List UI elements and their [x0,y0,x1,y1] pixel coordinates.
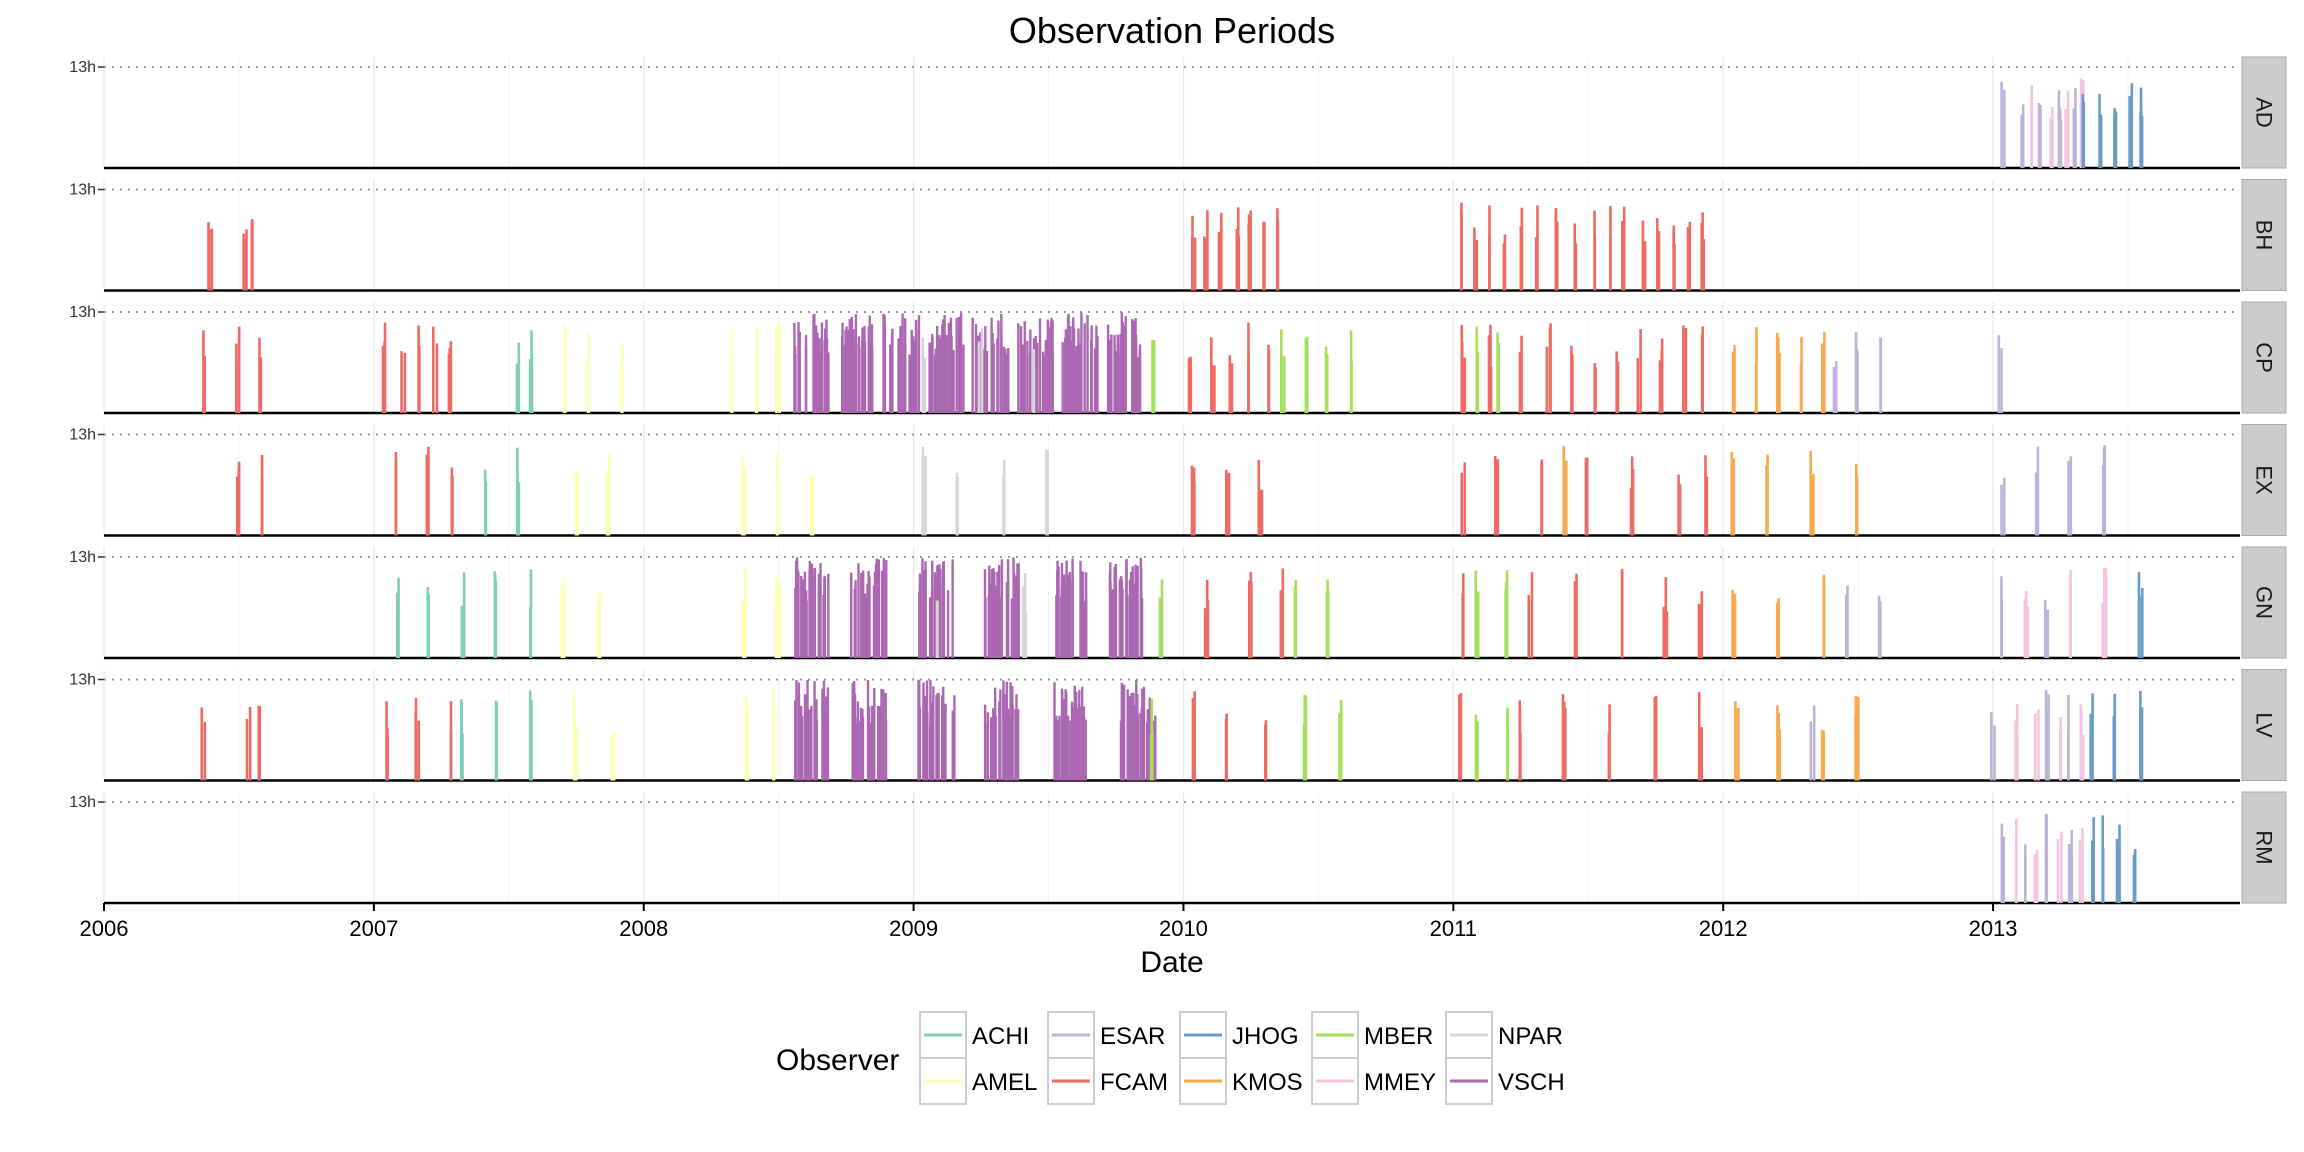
facet-strip-label: LV [2252,712,2277,738]
facet-strip-ad [2241,56,2287,169]
x-tick-label: 2007 [349,916,398,941]
legend-label: VSCH [1498,1069,1565,1096]
observation-bars [200,78,2144,903]
facet-strip-label: CP [2252,342,2277,373]
legend-label: NPAR [1498,1023,1563,1050]
x-tick-label: 2009 [889,916,938,941]
x-tick-label: 2013 [1969,916,2018,941]
facet-strip-label: EX [2252,465,2277,495]
facet-strip-label: BH [2252,220,2277,251]
facet-panel-lv: 13h LV [69,669,2287,782]
y-tick-label: 13h [69,427,96,444]
facet-strip-label: RM [2252,830,2277,864]
facet-strip-label: AD [2252,97,2277,128]
legend-item-amel: AMEL [919,1057,1037,1105]
legend: Observer ACHI AMEL ESAR FCAM JHOG KMOS MBER MMEY… [776,1011,1565,1105]
legend-item-kmos: KMOS [1179,1057,1303,1105]
facet-strip-cp [2241,301,2287,414]
facet-panel-gn: 13h GN [69,546,2287,660]
facet-strip-ex [2241,424,2287,536]
y-tick-label: 13h [69,549,96,566]
x-axis-label: Date [1140,946,1203,979]
legend-item-vsch: VSCH [1445,1057,1565,1105]
facet-strip-lv [2241,669,2287,781]
chart-title: Observation Periods [1009,10,1335,51]
legend-item-fcam: FCAM [1047,1057,1168,1105]
facet-panel-ex: 13h EX [69,424,2287,537]
legend-item-npar: NPAR [1445,1011,1563,1059]
y-tick-label: 13h [69,304,96,321]
y-tick-label: 13h [69,794,96,811]
legend-label: MMEY [1364,1069,1436,1096]
legend-title: Observer [776,1044,899,1077]
x-tick-label: 2011 [1430,916,1477,941]
legend-item-esar: ESAR [1047,1011,1165,1059]
legend-label: ACHI [972,1023,1029,1050]
x-axis: 2006 2007 2008 2009 2010 2011 2012 2013 [80,903,2018,941]
facet-panel-ad: 13h AD [69,56,2287,170]
facet-panel-bh: 13h BH [69,179,2287,292]
x-tick-label: 2008 [619,916,668,941]
x-tick-label: 2012 [1699,916,1748,941]
x-tick-label: 2006 [80,916,129,941]
facet-panel-rm: 13h RM [69,791,2287,905]
legend-label: AMEL [972,1069,1037,1096]
legend-label: JHOG [1232,1023,1299,1050]
legend-label: ESAR [1100,1023,1165,1050]
y-tick-label: 13h [69,59,96,76]
y-tick-label: 13h [69,182,96,199]
legend-item-jhog: JHOG [1179,1011,1299,1059]
legend-label: KMOS [1232,1069,1303,1096]
facet-panels: 13h AD 13h BH 13h CP 13h EX 13h GN 13h LV 13h RM [69,56,2287,905]
legend-item-mber: MBER [1311,1011,1433,1059]
legend-label: MBER [1364,1023,1433,1050]
y-tick-label: 13h [69,672,96,689]
facet-strip-rm [2241,791,2287,904]
facet-strip-label: GN [2252,586,2277,619]
legend-item-mmey: MMEY [1311,1057,1436,1105]
legend-item-achi: ACHI [919,1011,1029,1059]
facet-strip-gn [2241,546,2287,659]
facet-panel-cp: 13h CP [69,301,2287,415]
x-tick-label: 2010 [1159,916,1208,941]
facet-strip-bh [2241,179,2287,291]
legend-label: FCAM [1100,1069,1168,1096]
